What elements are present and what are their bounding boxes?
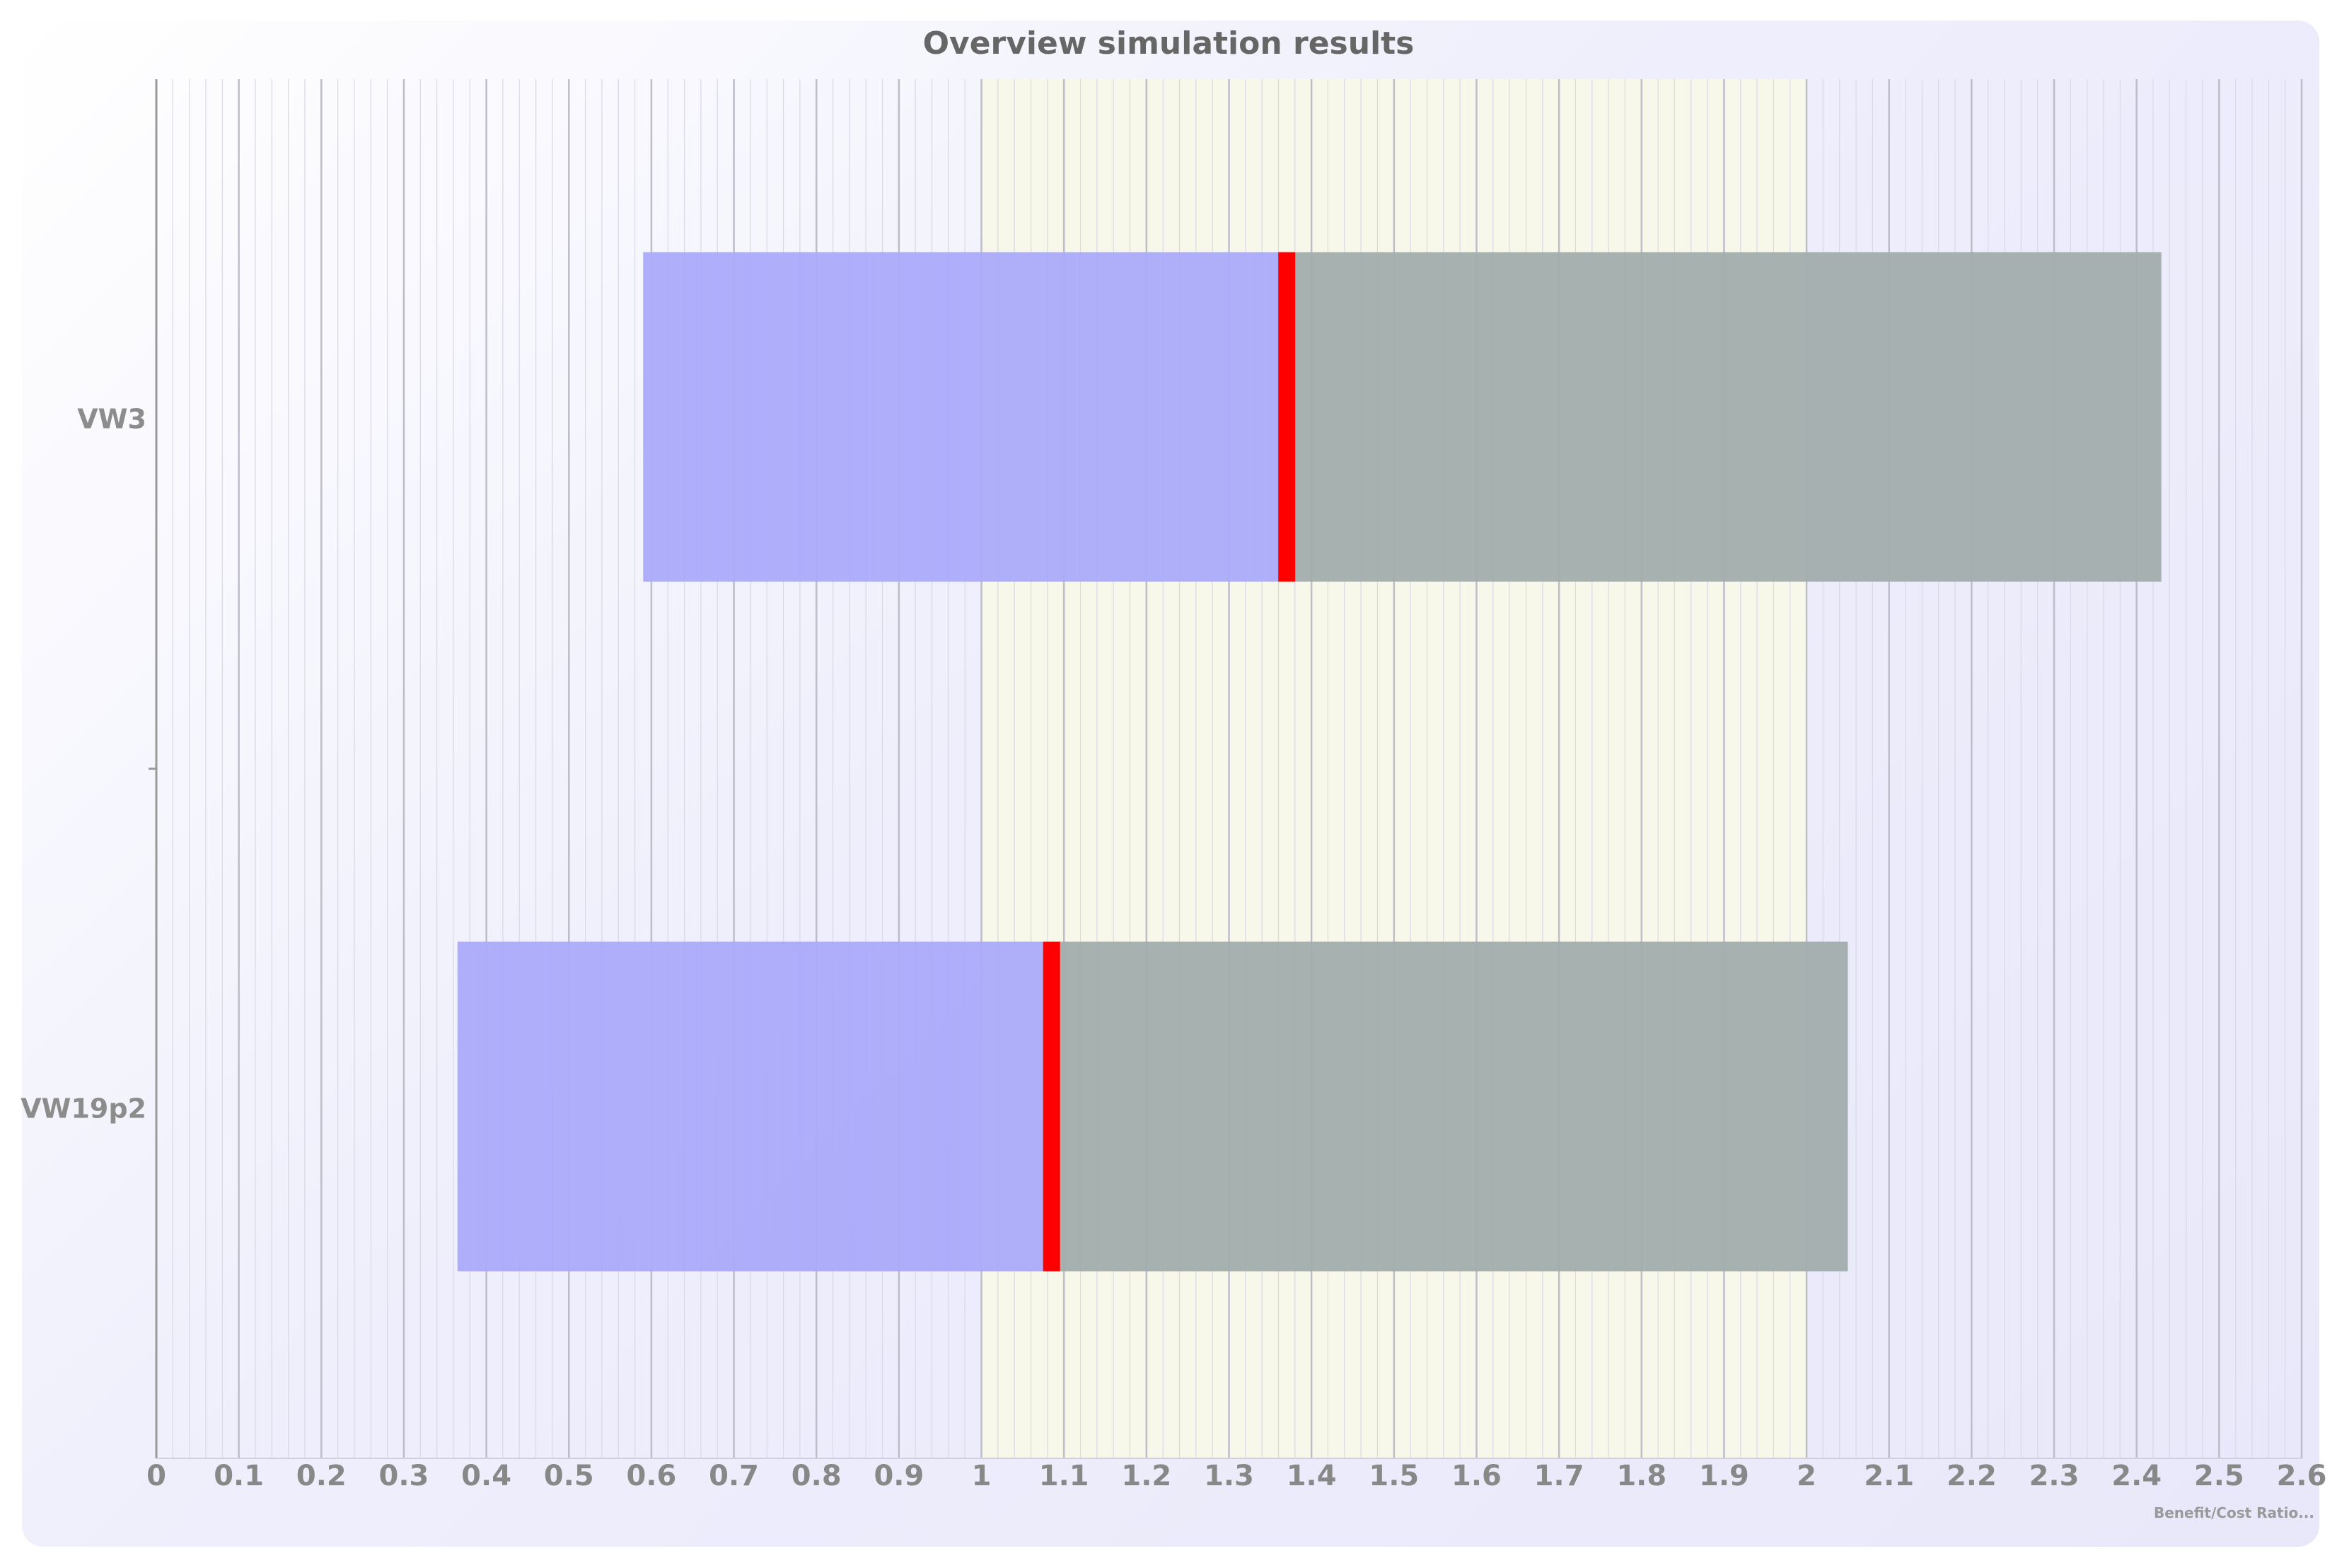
category-label: VW3 bbox=[77, 404, 146, 435]
footnote: Benefit/Cost Ratio... bbox=[2154, 1503, 2314, 1523]
x-tick-label: 1 bbox=[972, 1460, 992, 1492]
lower-range-bar bbox=[643, 252, 1287, 582]
median-marker bbox=[1278, 252, 1296, 582]
x-tick-label: 2.5 bbox=[2194, 1460, 2244, 1492]
x-tick-label: 0.1 bbox=[214, 1460, 264, 1492]
x-tick-label: 0.5 bbox=[544, 1460, 594, 1492]
x-tick-label: 0 bbox=[146, 1460, 166, 1492]
x-tick-label: 0.8 bbox=[791, 1460, 842, 1492]
x-tick-label: 1.9 bbox=[1699, 1460, 1749, 1492]
category-label: VW19p2 bbox=[21, 1093, 146, 1125]
x-tick-label: 2.6 bbox=[2277, 1460, 2327, 1492]
x-tick-label: 1.7 bbox=[1534, 1460, 1584, 1492]
x-tick-label: 0.3 bbox=[379, 1460, 429, 1492]
x-tick-label: 0.2 bbox=[296, 1460, 347, 1492]
x-tick-label: 2.1 bbox=[1864, 1460, 1914, 1492]
upper-range-bar bbox=[1287, 252, 2162, 582]
bar-layer bbox=[457, 252, 2162, 1272]
x-tick-label: 2.3 bbox=[2029, 1460, 2080, 1492]
median-marker bbox=[1043, 941, 1060, 1272]
x-tick-label: 0.7 bbox=[709, 1460, 759, 1492]
x-tick-label: 2 bbox=[1797, 1460, 1816, 1492]
x-tick-label: 2.2 bbox=[1947, 1460, 1997, 1492]
axes-layer bbox=[149, 79, 2302, 1459]
x-tick-label: 0.4 bbox=[461, 1460, 511, 1492]
x-tick-label: 2.4 bbox=[2111, 1460, 2162, 1492]
chart-title: Overview simulation results bbox=[922, 25, 1415, 62]
footnote-xlabel: Benefit/Cost Ratio... bbox=[2154, 1504, 2314, 1521]
x-tick-label: 1.5 bbox=[1369, 1460, 1419, 1492]
x-tick-label: 1.4 bbox=[1287, 1460, 1337, 1492]
x-tick-label: 1.2 bbox=[1121, 1460, 1171, 1492]
x-tick-label: 1.8 bbox=[1616, 1460, 1666, 1492]
upper-range-bar bbox=[1051, 941, 1848, 1272]
x-tick-label: 1.3 bbox=[1204, 1460, 1254, 1492]
x-tick-label: 1.1 bbox=[1039, 1460, 1089, 1492]
x-tick-label: 1.6 bbox=[1451, 1460, 1502, 1492]
x-tick-label: 0.9 bbox=[874, 1460, 924, 1492]
x-tick-label: 0.6 bbox=[626, 1460, 676, 1492]
lower-range-bar bbox=[457, 941, 1052, 1272]
label-layer: VW3 VW19p2 0 0.1 0.2 0.3 0.4 0.5 0.6 0.7 0.8 0.9 1 1.… bbox=[21, 404, 2326, 1493]
